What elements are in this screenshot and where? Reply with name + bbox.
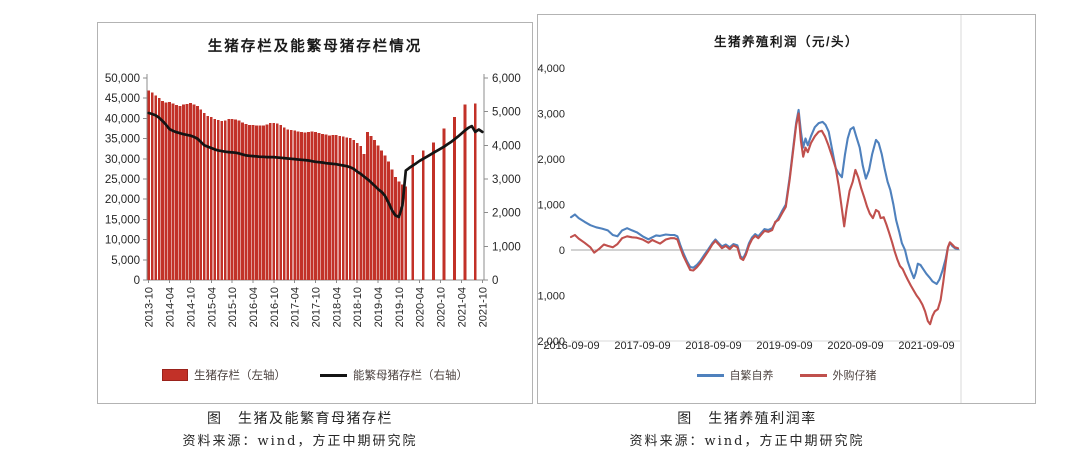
legend-label-pig-stock: 生猪存栏（左轴） bbox=[194, 370, 286, 382]
svg-text:2019-04: 2019-04 bbox=[373, 287, 385, 327]
svg-text:2021-09-09: 2021-09-09 bbox=[898, 340, 954, 352]
pig-inventory-plot: 0 5,000 10,000 15,000 20,000 25,000 30,000 35,0… bbox=[105, 73, 521, 327]
svg-text:0: 0 bbox=[134, 275, 140, 287]
svg-text:2016-10: 2016-10 bbox=[269, 287, 281, 327]
left-figure-source: 资料来源：wind，方正中期研究院 bbox=[182, 434, 418, 449]
svg-text:5,000: 5,000 bbox=[111, 255, 140, 267]
svg-text:2014-04: 2014-04 bbox=[165, 287, 177, 327]
legend-label-purchased-piglets: 外购仔猪 bbox=[832, 370, 877, 382]
svg-text:2020-10: 2020-10 bbox=[436, 287, 448, 327]
svg-text:0: 0 bbox=[492, 275, 498, 287]
svg-text:15,000: 15,000 bbox=[105, 214, 140, 226]
legend-label-sow-stock: 能繁母猪存栏（右轴） bbox=[353, 370, 468, 382]
svg-text:2019-09-09: 2019-09-09 bbox=[756, 340, 812, 352]
legend-item-self-breeding: 自繁自养 bbox=[696, 367, 774, 383]
pig-inventory-chart-panel: 生猪存栏及能繁母猪存栏情况 0 5,000 10,000 15,000 20,000 25… bbox=[97, 22, 533, 404]
svg-text:2020-09-09: 2020-09-09 bbox=[827, 340, 883, 352]
svg-text:2016-09-09: 2016-09-09 bbox=[543, 340, 599, 352]
right-figure-caption: 图 生猪养殖利润率 bbox=[677, 411, 817, 427]
svg-text:2014-10: 2014-10 bbox=[185, 287, 197, 327]
blue-line-swatch bbox=[696, 373, 724, 377]
red-line-swatch bbox=[799, 373, 827, 377]
svg-text:2018-09-09: 2018-09-09 bbox=[685, 340, 741, 352]
svg-text:2017-09-09: 2017-09-09 bbox=[614, 340, 670, 352]
svg-text:10,000: 10,000 bbox=[105, 235, 140, 247]
svg-text:2017-04: 2017-04 bbox=[290, 287, 302, 327]
svg-text:2,000: 2,000 bbox=[492, 208, 521, 220]
legend-item-purchased-piglets: 外购仔猪 bbox=[799, 367, 877, 383]
svg-text:20,000: 20,000 bbox=[105, 194, 140, 206]
legend-item-sow-stock: 能繁母猪存栏（右轴） bbox=[320, 367, 468, 383]
svg-text:0: 0 bbox=[559, 245, 565, 257]
svg-text:2021-04: 2021-04 bbox=[456, 287, 468, 327]
legend-label-self-breeding: 自繁自养 bbox=[729, 370, 774, 382]
svg-text:2019-10: 2019-10 bbox=[394, 287, 406, 327]
svg-text:2018-10: 2018-10 bbox=[352, 287, 364, 327]
svg-text:2017-10: 2017-10 bbox=[311, 287, 323, 327]
svg-text:50,000: 50,000 bbox=[105, 73, 140, 85]
svg-text:30,000: 30,000 bbox=[105, 154, 140, 166]
svg-text:2013-10: 2013-10 bbox=[144, 287, 156, 327]
left-figure-caption: 图 生猪及能繁育母猪存栏 bbox=[207, 411, 393, 427]
svg-text:2015-04: 2015-04 bbox=[206, 287, 218, 327]
svg-text:5,000: 5,000 bbox=[492, 107, 521, 119]
svg-text:-2,000: -2,000 bbox=[538, 336, 565, 348]
line-series-swatch bbox=[320, 373, 347, 377]
pig-inventory-legend: 生猪存栏（左轴） 能繁母猪存栏（右轴） bbox=[98, 367, 532, 383]
svg-text:2015-10: 2015-10 bbox=[227, 287, 239, 327]
svg-text:3,000: 3,000 bbox=[492, 174, 521, 186]
pig-profit-plot: -2,000 -1,000 0 1,000 2,000 3,000 4,000 2016-09… bbox=[538, 15, 962, 403]
svg-text:2016-04: 2016-04 bbox=[248, 287, 260, 327]
pig-inventory-chart-title: 生猪存栏及能繁母猪存栏情况 bbox=[207, 39, 423, 55]
svg-text:1,000: 1,000 bbox=[538, 200, 565, 212]
svg-text:4,000: 4,000 bbox=[492, 140, 521, 152]
svg-text:2,000: 2,000 bbox=[538, 154, 565, 166]
legend-item-pig-stock: 生猪存栏（左轴） bbox=[162, 367, 286, 383]
bar-series-swatch bbox=[162, 369, 188, 381]
svg-text:4,000: 4,000 bbox=[538, 63, 565, 75]
svg-text:2018-04: 2018-04 bbox=[331, 287, 343, 327]
svg-text:2020-04: 2020-04 bbox=[415, 287, 427, 327]
svg-text:3,000: 3,000 bbox=[538, 109, 565, 121]
svg-text:40,000: 40,000 bbox=[105, 113, 140, 125]
pig-profit-chart-title: 生猪养殖利润（元/头） bbox=[714, 35, 859, 49]
right-figure-source: 资料来源：wind，方正中期研究院 bbox=[629, 434, 865, 449]
pig-profit-legend: 自繁自养 外购仔猪 bbox=[538, 367, 1035, 383]
svg-text:2021-10: 2021-10 bbox=[477, 287, 489, 327]
svg-text:25,000: 25,000 bbox=[105, 174, 140, 186]
svg-text:-1,000: -1,000 bbox=[538, 291, 565, 303]
svg-text:35,000: 35,000 bbox=[105, 134, 140, 146]
svg-text:1,000: 1,000 bbox=[492, 241, 521, 253]
pig-profit-chart-panel: 生猪养殖利润（元/头） -2,000 -1,000 0 1,000 2,000 3,000… bbox=[537, 14, 1036, 404]
svg-text:45,000: 45,000 bbox=[105, 93, 140, 105]
svg-text:6,000: 6,000 bbox=[492, 73, 521, 85]
